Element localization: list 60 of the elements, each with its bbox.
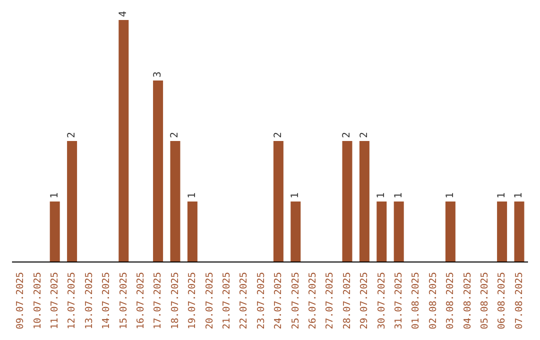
- x-tick-label: 07.08.2025: [514, 272, 525, 330]
- x-tick-label: 03.08.2025: [445, 272, 456, 330]
- data-label: 1: [186, 192, 198, 198]
- data-label: 1: [496, 192, 508, 198]
- x-tick-label: 19.07.2025: [187, 272, 198, 330]
- data-label: 2: [342, 132, 353, 138]
- x-tick-label: 14.07.2025: [101, 272, 112, 330]
- x-tick-label: 13.07.2025: [84, 272, 95, 330]
- x-tick-label: 09.07.2025: [15, 272, 26, 330]
- x-tick-label: 28.07.2025: [342, 272, 353, 330]
- bar: [376, 202, 387, 262]
- bar: [273, 141, 284, 262]
- x-tick-label: 01.08.2025: [410, 272, 422, 330]
- x-tick-label: 30.07.2025: [376, 272, 388, 330]
- x-tick-label: 05.08.2025: [480, 272, 490, 330]
- x-tick-label: 11.07.2025: [50, 272, 60, 330]
- x-tick-label: 21.07.2025: [222, 272, 232, 330]
- bar: [445, 202, 456, 262]
- data-label: 3: [152, 71, 164, 78]
- x-tick-label: 04.08.2025: [462, 272, 474, 330]
- x-tick-label: 06.08.2025: [496, 272, 508, 330]
- data-label: 1: [393, 192, 404, 198]
- data-label: 2: [358, 132, 370, 138]
- x-tick-label: 26.07.2025: [308, 272, 318, 330]
- x-tick-label: 23.07.2025: [256, 272, 267, 330]
- bar: [67, 141, 78, 262]
- x-tick-label: 24.07.2025: [273, 272, 284, 330]
- bar: [290, 202, 301, 262]
- x-tick-label: 12.07.2025: [66, 272, 78, 330]
- x-tick-label: 18.07.2025: [170, 272, 181, 330]
- x-tick-label: 15.07.2025: [118, 272, 130, 330]
- data-label: 2: [170, 132, 181, 138]
- bar: [342, 141, 352, 262]
- bar: [170, 141, 180, 262]
- x-tick-label: 27.07.2025: [324, 272, 336, 330]
- bar: [187, 202, 198, 262]
- data-label: 1: [444, 192, 456, 198]
- data-label: 4: [118, 10, 130, 17]
- bar: [359, 141, 370, 262]
- x-tick-label: 16.07.2025: [136, 272, 146, 330]
- data-label: 2: [272, 132, 284, 138]
- bar: [153, 80, 164, 262]
- x-tick-label: 17.07.2025: [152, 272, 164, 330]
- data-label: 1: [376, 192, 388, 198]
- x-tick-label: 31.07.2025: [394, 272, 404, 330]
- bar: [394, 202, 404, 262]
- data-label: 2: [66, 132, 78, 138]
- x-tick-label: 25.07.2025: [290, 272, 302, 330]
- bar: [50, 202, 60, 262]
- x-tick-label: 10.07.2025: [32, 272, 44, 330]
- data-label: 1: [290, 192, 302, 198]
- x-tick-label: 20.07.2025: [204, 272, 216, 330]
- x-tick-label: 29.07.2025: [359, 272, 370, 330]
- x-tick-label: 22.07.2025: [238, 272, 250, 330]
- data-label: 1: [49, 192, 60, 198]
- x-tick-label: 02.08.2025: [428, 272, 439, 330]
- data-label: 1: [514, 192, 525, 198]
- bar: [118, 20, 129, 262]
- bar: [514, 202, 524, 262]
- bar: [497, 202, 508, 262]
